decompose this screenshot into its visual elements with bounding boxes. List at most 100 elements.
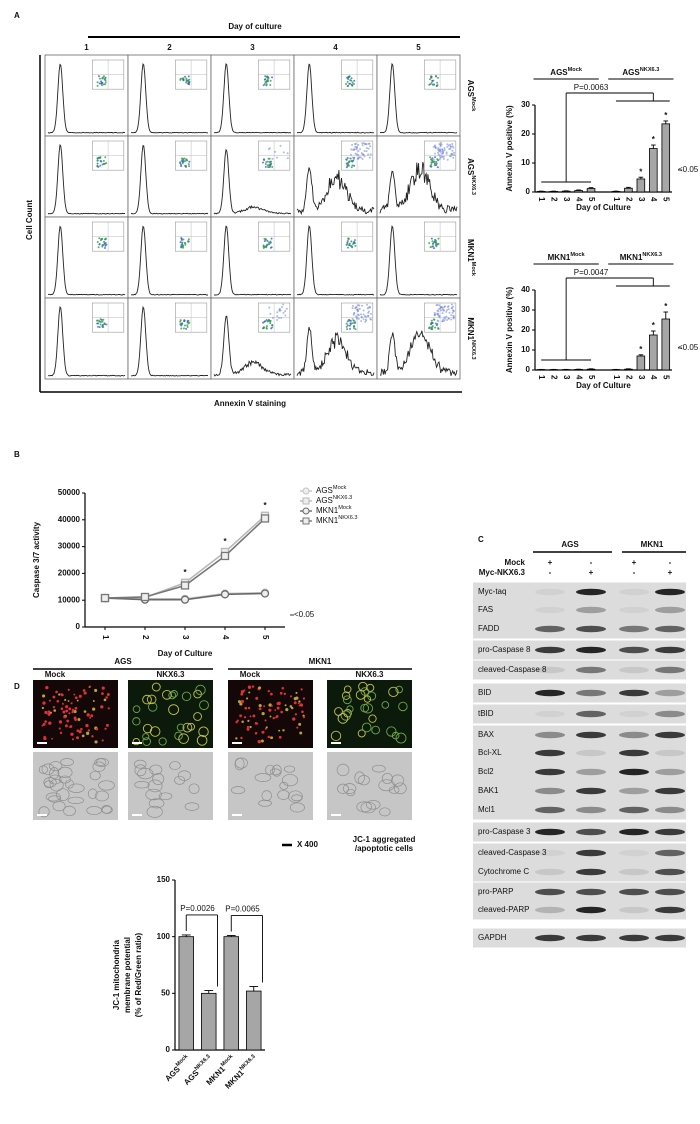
event-dot <box>345 322 348 325</box>
cell <box>368 714 377 723</box>
event-dot <box>431 157 434 160</box>
event-dot <box>349 323 352 326</box>
event-dot <box>265 160 268 163</box>
event-dot <box>428 83 431 86</box>
cell <box>258 704 262 708</box>
histogram <box>379 161 458 214</box>
event-dot <box>282 303 285 306</box>
flow-panel <box>210 54 295 137</box>
event-dot <box>346 246 349 249</box>
event-dot <box>362 318 365 321</box>
group-label: AGS <box>561 540 579 549</box>
blot-row: cleaved-PARP <box>473 900 686 920</box>
event-dot <box>180 245 183 248</box>
event-dot <box>450 314 453 317</box>
event-dot <box>187 238 190 241</box>
group-label-base: MKN1 <box>548 253 571 262</box>
event-dot <box>351 317 354 320</box>
event-dot <box>268 306 271 309</box>
condition-label: Myc-NKX6.3 <box>479 568 526 577</box>
cell <box>235 757 248 769</box>
cell <box>264 719 267 722</box>
event-dot <box>345 325 348 328</box>
condition-sign: + <box>589 568 594 577</box>
significance-mark: * <box>652 135 656 144</box>
cell <box>371 764 386 773</box>
event-dot <box>263 240 266 243</box>
cell <box>283 692 286 696</box>
cell <box>74 706 78 710</box>
band <box>576 625 606 633</box>
event-dot <box>350 153 353 156</box>
event-dot <box>348 160 351 163</box>
band <box>655 849 685 857</box>
event-dot <box>102 323 105 326</box>
scale-label: X 400 <box>297 840 318 849</box>
event-dot <box>264 163 267 166</box>
cell <box>336 763 350 777</box>
band <box>619 606 649 614</box>
event-dot <box>182 327 185 330</box>
cell <box>94 757 109 767</box>
y-tick-label: 20000 <box>58 569 81 578</box>
panel-label: D <box>14 682 20 691</box>
cell <box>38 765 48 774</box>
flow-panel <box>210 297 295 380</box>
event-dot <box>100 80 103 83</box>
band <box>619 710 649 718</box>
cell <box>249 715 252 718</box>
event-dot <box>96 319 99 322</box>
histogram <box>213 225 292 296</box>
cell <box>391 774 405 787</box>
cell <box>105 696 108 699</box>
band <box>655 934 685 942</box>
cell <box>105 723 109 727</box>
histogram <box>47 143 126 215</box>
cell <box>254 732 258 735</box>
cell <box>177 770 191 781</box>
event-dot <box>263 78 266 81</box>
event-dot <box>354 307 357 310</box>
band <box>655 768 685 776</box>
panel-label: A <box>14 11 20 20</box>
event-dot <box>278 308 281 311</box>
cell <box>248 691 251 694</box>
event-dot <box>357 310 360 313</box>
cell <box>76 699 79 702</box>
flow-panel <box>44 297 129 380</box>
event-dot <box>350 77 353 80</box>
cell <box>92 707 96 711</box>
event-dot <box>346 157 349 160</box>
event-dot <box>350 240 353 243</box>
group-label: AGS <box>114 657 132 666</box>
event-dot <box>186 321 189 324</box>
error-bar <box>651 330 656 335</box>
bar <box>586 368 596 371</box>
event-dot <box>179 78 182 81</box>
event-dot <box>181 241 184 244</box>
blot-row: BID <box>473 683 686 703</box>
event-dot <box>262 161 265 164</box>
cell <box>195 684 206 696</box>
event-dot <box>354 142 357 145</box>
cell <box>98 780 115 791</box>
event-dot <box>352 326 355 329</box>
event-dot <box>452 156 455 159</box>
cell <box>53 709 57 712</box>
band <box>576 666 606 674</box>
cell <box>45 686 49 690</box>
event-dot <box>441 148 444 151</box>
band <box>535 888 565 896</box>
event-dot <box>276 318 279 321</box>
event-dot <box>437 237 440 240</box>
event-dot <box>366 314 369 317</box>
cell <box>245 697 249 700</box>
legend-marker <box>302 507 310 515</box>
event-dot <box>98 82 101 85</box>
cell <box>68 712 71 715</box>
event-dot <box>430 76 433 79</box>
event-dot <box>284 310 287 313</box>
event-dot <box>435 241 438 244</box>
significance-mark: * <box>664 111 668 120</box>
event-dot <box>350 159 353 162</box>
